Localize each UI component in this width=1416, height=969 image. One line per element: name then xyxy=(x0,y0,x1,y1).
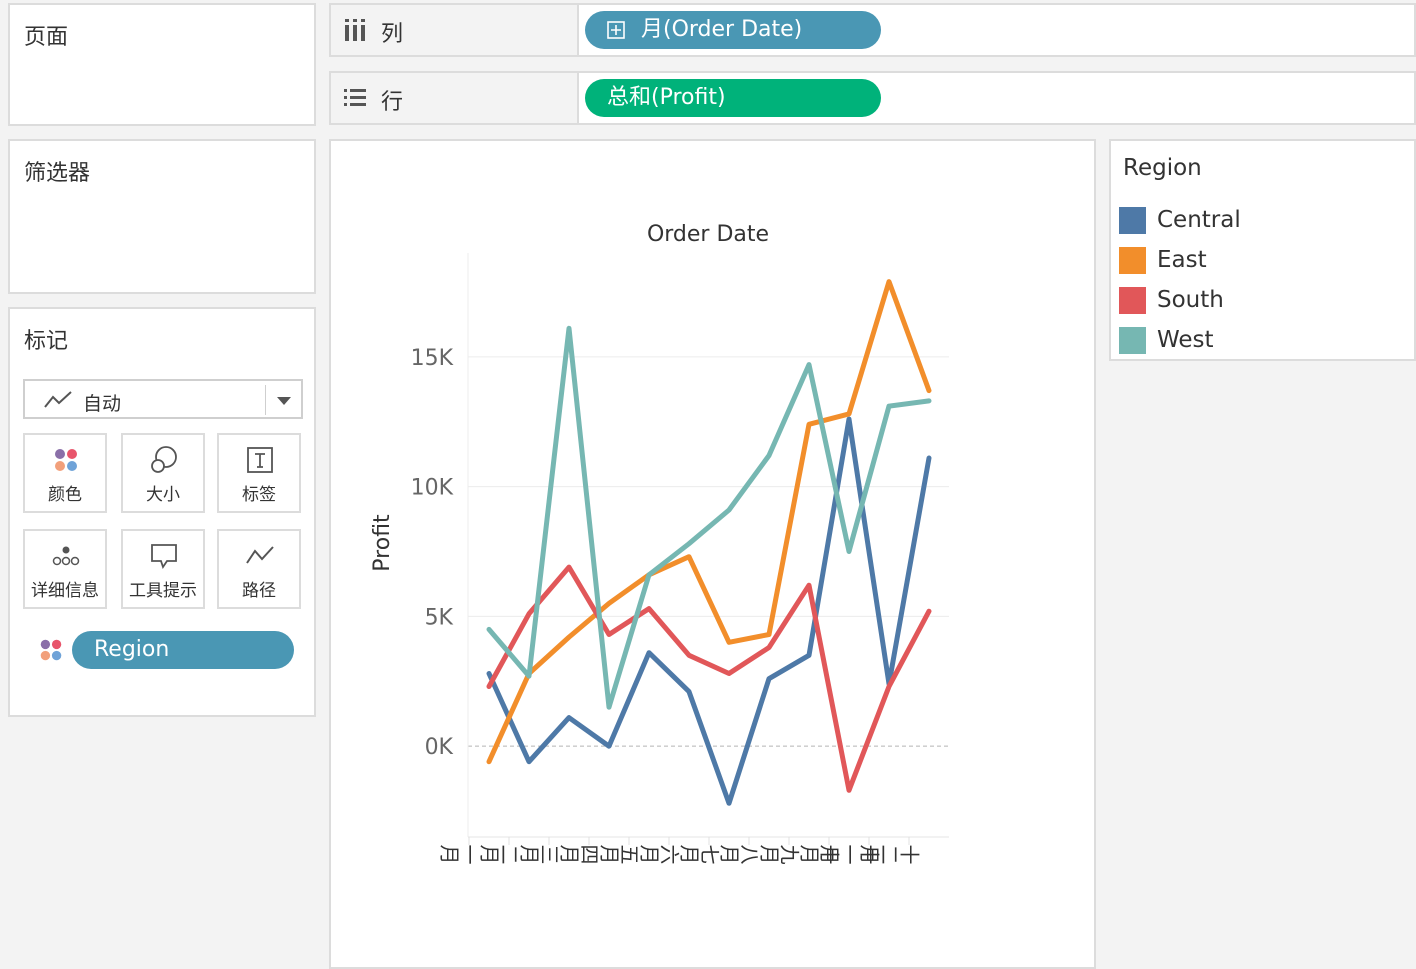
legend-swatch-central xyxy=(1119,207,1146,234)
chart-panel: 0K 5K 10K 15K 一月 二月 三月 四月 五月 六月 七月 八月 九月 十月 十一月 十二月 Ord… xyxy=(329,139,1096,969)
filters-panel[interactable]: 筛选器 xyxy=(8,139,316,294)
series-line-west[interactable] xyxy=(486,325,932,710)
columns-shelf[interactable]: 列 月(Order Date) xyxy=(329,3,1416,57)
color-dots-icon xyxy=(55,449,77,471)
dropdown-divider xyxy=(265,385,266,415)
legend-swatch-west xyxy=(1119,327,1146,354)
y-tick-label: 15K xyxy=(411,346,454,371)
series-line-south[interactable] xyxy=(486,564,932,793)
tooltip-button[interactable]: 工具提示 xyxy=(121,529,205,609)
chart-title: Order Date xyxy=(647,222,769,247)
color-button[interactable]: 颜色 xyxy=(23,433,107,513)
x-tick-label: 九月 xyxy=(760,841,800,865)
color-dots-icon xyxy=(40,639,62,661)
region-color-pill-label: Region xyxy=(94,637,170,662)
x-tick-label: 二月 xyxy=(480,841,520,865)
legend-panel: Region Central East South West xyxy=(1109,139,1416,361)
mark-type-dropdown[interactable]: 自动 xyxy=(23,379,303,419)
size-circles-icon xyxy=(151,446,177,473)
legend-item-east[interactable]: East xyxy=(1119,245,1409,277)
expand-plus-icon[interactable] xyxy=(607,21,625,39)
legend-swatch-east xyxy=(1119,247,1146,274)
detail-button-label: 详细信息 xyxy=(31,581,99,601)
label-button[interactable]: 标签 xyxy=(217,433,301,513)
x-tick-label: 五月 xyxy=(600,841,640,865)
path-button[interactable]: 路径 xyxy=(217,529,301,609)
series-line-central[interactable] xyxy=(486,416,932,806)
x-tick-label: 四月 xyxy=(560,841,600,865)
x-tick-label: 六月 xyxy=(640,841,680,865)
size-button-label: 大小 xyxy=(146,485,180,505)
mark-type-label: 自动 xyxy=(83,393,122,415)
x-tick-label: 三月 xyxy=(520,841,560,865)
columns-icon xyxy=(345,19,365,41)
filters-panel-title: 筛选器 xyxy=(24,161,91,186)
y-tick-label: 10K xyxy=(411,476,454,501)
line-chart-icon xyxy=(44,391,72,408)
tooltip-bubble-icon xyxy=(151,544,177,570)
rows-shelf-text: 行 xyxy=(381,90,404,115)
legend-item-west[interactable]: West xyxy=(1119,325,1409,357)
path-line-icon xyxy=(246,546,274,564)
marks-panel: 标记 自动 颜色 大小 标签 xyxy=(8,307,316,717)
x-tick-label: 八月 xyxy=(720,841,760,865)
x-tick-label: 十一月 xyxy=(820,841,880,865)
x-tick-label: 七月 xyxy=(680,841,720,865)
path-button-label: 路径 xyxy=(242,581,276,601)
rows-shelf-label: 行 xyxy=(331,73,579,123)
rows-icon xyxy=(344,89,366,106)
legend-label-east: East xyxy=(1157,247,1207,273)
detail-dots-icon xyxy=(52,546,80,566)
x-tick-label: 一月 xyxy=(440,841,480,865)
rows-shelf[interactable]: 行 总和(Profit) xyxy=(329,71,1416,125)
label-button-label: 标签 xyxy=(242,485,276,505)
x-tick-label: 十二月 xyxy=(860,841,920,865)
legend-label-west: West xyxy=(1157,327,1214,353)
pages-panel[interactable]: 页面 xyxy=(8,3,316,126)
order-date-month-pill[interactable]: 月(Order Date) xyxy=(585,11,881,49)
chevron-down-icon[interactable] xyxy=(277,397,291,405)
y-axis-label: Profit xyxy=(370,514,395,572)
profit-sum-pill-label: 总和(Profit) xyxy=(607,85,726,110)
order-date-month-pill-label: 月(Order Date) xyxy=(641,17,803,42)
legend-label-central: Central xyxy=(1157,207,1241,233)
y-tick-label: 5K xyxy=(425,605,454,630)
detail-button[interactable]: 详细信息 xyxy=(23,529,107,609)
legend-item-central[interactable]: Central xyxy=(1119,205,1409,237)
columns-shelf-text: 列 xyxy=(381,22,404,47)
series-line-east[interactable] xyxy=(486,279,932,765)
marks-panel-title: 标记 xyxy=(24,329,69,354)
legend-title: Region xyxy=(1123,155,1202,181)
region-color-pill[interactable]: Region xyxy=(72,631,294,669)
legend-item-south[interactable]: South xyxy=(1119,285,1409,317)
columns-shelf-label: 列 xyxy=(331,5,579,55)
profit-sum-pill[interactable]: 总和(Profit) xyxy=(585,79,881,117)
tooltip-button-label: 工具提示 xyxy=(129,581,197,601)
color-button-label: 颜色 xyxy=(48,485,82,505)
size-button[interactable]: 大小 xyxy=(121,433,205,513)
legend-swatch-south xyxy=(1119,287,1146,314)
x-tick-label: 十月 xyxy=(800,841,840,865)
legend-label-south: South xyxy=(1157,287,1224,313)
text-label-icon xyxy=(247,447,273,473)
y-tick-label: 0K xyxy=(425,735,454,760)
pages-panel-title: 页面 xyxy=(24,25,69,50)
